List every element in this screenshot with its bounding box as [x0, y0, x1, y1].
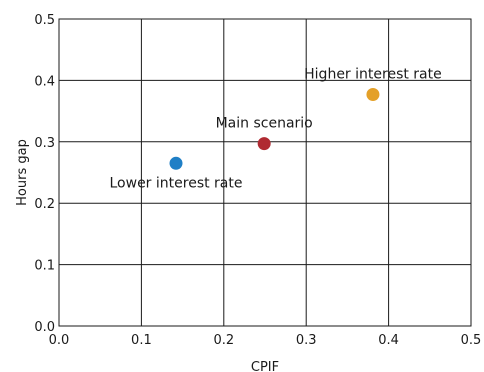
- y-tick-label: 0.1: [34, 259, 55, 274]
- data-point-label: Main scenario: [216, 116, 313, 132]
- y-tick-label: 0.4: [34, 74, 55, 89]
- x-tick-label: 0.1: [131, 333, 152, 348]
- data-points: Lower interest rate Main scenario Higher i…: [110, 67, 442, 192]
- y-tick-label: 0.2: [34, 197, 55, 212]
- grid: [58, 18, 472, 327]
- x-tick-label: 0.2: [213, 333, 234, 348]
- data-point: [366, 88, 380, 102]
- y-tick-label: 0.3: [34, 136, 55, 151]
- y-tick-label: 0.0: [34, 320, 55, 335]
- plot-frame: [58, 18, 472, 327]
- x-tick-label: 0.5: [461, 333, 482, 348]
- x-axis-label: CPIF: [251, 360, 279, 372]
- x-tick-label: 0.4: [378, 333, 399, 348]
- data-point-label: Lower interest rate: [110, 175, 243, 191]
- data-point: [169, 156, 183, 170]
- y-axis-label: Hours gap: [15, 139, 30, 206]
- tick-labels: 0.0 0.1 0.2 0.3 0.4 0.5 0.0 0.1 0.2 0.3 0.4 0.5: [34, 13, 481, 348]
- data-point: [257, 137, 271, 151]
- y-tick-label: 0.5: [34, 13, 55, 28]
- x-tick-label: 0.3: [296, 333, 317, 348]
- data-point-label: Higher interest rate: [304, 67, 442, 83]
- x-tick-label: 0.0: [49, 333, 70, 348]
